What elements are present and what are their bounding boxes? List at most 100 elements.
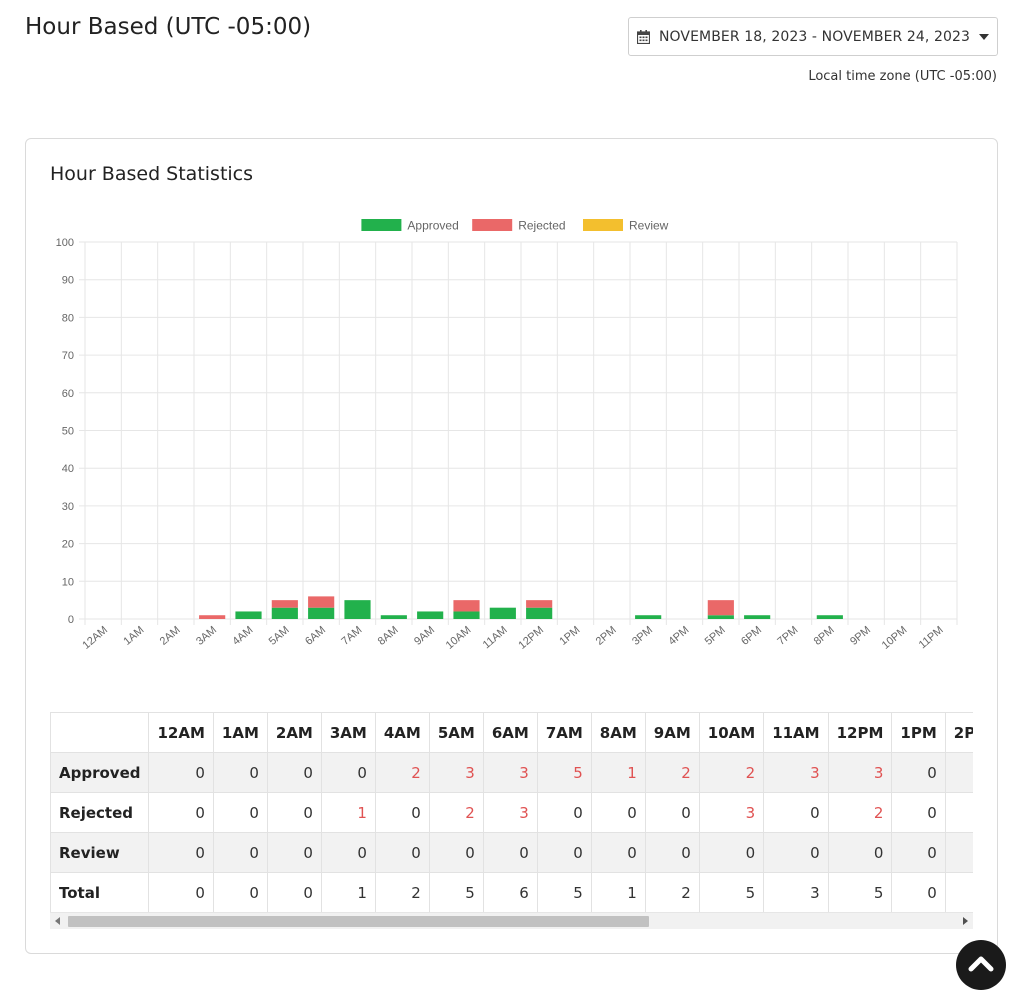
table-cell: 0 [212,832,268,873]
table-cell: 0 [374,792,430,833]
column-header: 2PM [944,712,973,753]
column-header: 12AM [148,712,214,753]
y-tick-label: 20 [62,539,74,551]
table-row: Review0000000000000000 [50,832,973,873]
x-tick-label: 7AM [339,624,364,648]
table-cell: 2 [644,872,700,912]
table-cell: 0 [763,832,829,873]
table-cell: 0 [891,832,946,873]
y-tick-label: 40 [62,463,74,475]
table-cell: 0 [536,832,592,873]
table-cell: 0 [320,752,376,793]
table-cell: 2 [827,792,893,833]
bar-rejected-3am [199,615,226,619]
legend-swatch-rejected [472,219,513,231]
table-cell: 2 [644,752,700,793]
y-tick-label: 30 [62,501,74,513]
bar-approved-4am [235,611,262,619]
x-tick-label: 6PM [739,624,764,648]
table-cell: 0 [891,872,946,912]
bar-rejected-5pm [707,600,734,616]
date-range-button[interactable]: NOVEMBER 18, 2023 - NOVEMBER 24, 2023 [628,17,998,56]
table-cell: 0 [266,752,322,793]
table-horizontal-scrollbar[interactable] [50,912,973,929]
table-cell: 0 [590,832,646,873]
table-cell: 2 [374,872,430,912]
bar-approved-11am [489,607,516,619]
bar-approved-3pm [635,615,662,619]
back-to-top-button[interactable] [956,940,1006,990]
table-cell: 2 [428,792,484,833]
table-cell: 0 [148,752,214,793]
x-tick-label: 10AM [444,624,474,652]
chevron-up-icon [968,954,994,976]
table-cell: 0 [148,792,214,833]
scroll-right-arrow-icon[interactable] [963,917,968,925]
x-tick-label: 2AM [158,624,183,648]
table-cell: 0 [944,872,973,912]
table-cell: 3 [482,752,538,793]
date-range-label: NOVEMBER 18, 2023 - NOVEMBER 24, 2023 [658,28,971,45]
table-cell: 1 [320,872,376,912]
table-cell: 0 [698,832,765,873]
caret-down-icon [979,33,990,40]
bar-approved-8am [380,615,407,619]
bar-rejected-6am [308,596,335,608]
bar-approved-9am [417,611,444,619]
table-cell: 5 [827,872,893,912]
y-tick-label: 80 [62,312,74,324]
table-cell: 5 [536,872,592,912]
y-tick-label: 10 [62,576,74,588]
y-tick-label: 0 [68,614,74,626]
column-header: 3AM [320,712,376,753]
bar-approved-8pm [816,615,843,619]
x-tick-label: 12AM [80,624,110,652]
column-header: 7AM [536,712,592,753]
table-cell: 0 [891,792,946,833]
x-tick-label: 2PM [594,624,619,648]
column-header: 2AM [266,712,322,753]
table-cell: 1 [590,872,646,912]
column-header: 12PM [827,712,893,753]
legend-swatch-approved [361,219,402,231]
table-cell: 1 [320,792,376,833]
legend-label-rejected: Rejected [518,219,565,233]
table-cell: 0 [644,792,700,833]
scrollbar-thumb[interactable] [68,916,649,927]
bar-approved-7am [344,600,371,619]
table-cell: 5 [428,872,484,912]
x-tick-label: 5PM [703,624,728,648]
column-header: 5AM [428,712,484,753]
card-title: Hour Based Statistics [50,163,254,185]
stats-table: 12AM 1AM 2AM 3AM 4AM 5AM 6AM 7AM 8AM 9AM 10AM 11AM 1… [50,712,973,912]
table-cell: 0 [944,792,973,833]
column-header: 1AM [212,712,268,753]
bar-approved-5am [271,607,298,619]
table-cell: 0 [763,792,829,833]
table-cell: 0 [320,832,376,873]
column-header: 4AM [374,712,430,753]
x-tick-label: 10PM [880,624,910,652]
table-cell: 0 [212,792,268,833]
x-tick-label: 7PM [775,624,800,648]
bar-rejected-10am [453,600,480,612]
bar-approved-5pm [707,615,734,619]
legend-swatch-review [583,219,623,231]
table-cell: 0 [644,832,700,873]
hour-statistics-card: Hour Based Statistics 0 10 20 30 40 50 60 70 80 9… [25,138,998,954]
x-tick-label: 4AM [230,624,255,648]
table-row: Total0001256512535001 [50,872,973,912]
x-tick-label: 11AM [481,624,510,651]
x-tick-label: 4PM [666,624,691,648]
table-cell: 0 [536,792,592,833]
table-cell: 0 [148,832,214,873]
table-cell: 0 [374,832,430,873]
table-cell: 0 [944,752,973,793]
table-cell: 0 [482,832,538,873]
column-header: 9AM [644,712,700,753]
row-label: Total [50,872,150,912]
scroll-left-arrow-icon[interactable] [55,917,60,925]
table-cell: 0 [428,832,484,873]
column-header: 6AM [482,712,538,753]
table-cell: 3 [763,752,829,793]
